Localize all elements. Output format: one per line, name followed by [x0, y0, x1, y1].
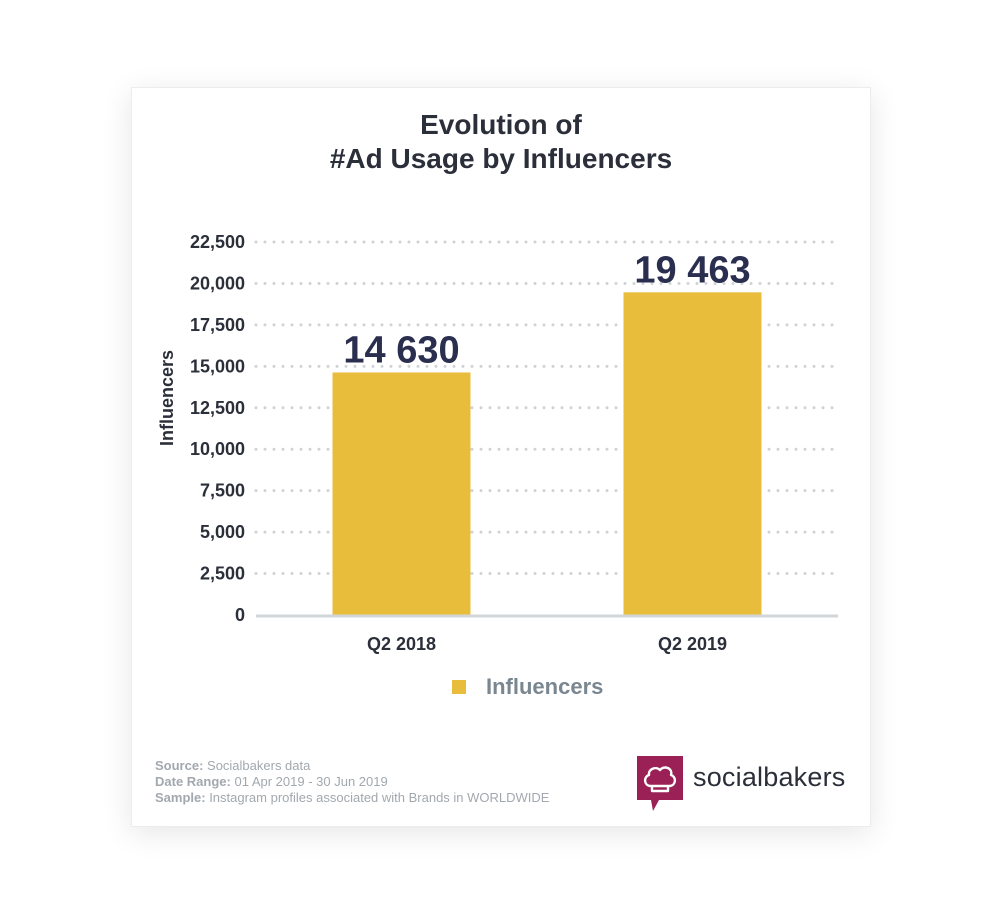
- brand-name: socialbakers: [693, 762, 846, 792]
- footer-source: Source: Socialbakers data: [155, 758, 311, 773]
- y-tick-label: 15,000: [190, 356, 245, 376]
- data-label: 14 630: [343, 329, 459, 371]
- bar-chart: 0 2,500 5,000 7,500 10,000 12,500 15,000 17,500…: [157, 232, 840, 654]
- chart-card: Evolution of #Ad Usage by Influencers 0 2…: [131, 87, 871, 827]
- x-tick-label: Q2 2018: [367, 634, 436, 654]
- bar: [332, 372, 471, 615]
- bar: [623, 292, 762, 615]
- y-tick-label: 22,500: [190, 232, 245, 252]
- y-tick-label: 7,500: [200, 481, 245, 501]
- legend-label: Influencers: [486, 674, 604, 699]
- y-tick-label: 12,500: [190, 398, 245, 418]
- chef-hat-speech-bubble-icon: [637, 756, 683, 811]
- x-tick-label: Q2 2019: [658, 634, 727, 654]
- y-tick-label: 20,000: [190, 273, 245, 293]
- chart-title: Evolution of #Ad Usage by Influencers: [132, 108, 870, 176]
- y-axis-title: Influencers: [157, 350, 177, 446]
- data-label: 19 463: [634, 249, 750, 291]
- y-tick-label: 2,500: [200, 564, 245, 584]
- chart-title-line-1: Evolution of: [420, 109, 582, 140]
- legend: Influencers: [452, 674, 603, 700]
- y-tick-label: 0: [235, 605, 245, 625]
- footer-date-range: Date Range: 01 Apr 2019 - 30 Jun 2019: [155, 774, 388, 789]
- y-tick-label: 17,500: [190, 315, 245, 335]
- legend-swatch: [452, 680, 466, 694]
- brand-logo: socialbakers: [637, 756, 845, 812]
- y-tick-label: 5,000: [200, 522, 245, 542]
- chart-footer: Source: Socialbakers data Date Range: 01…: [155, 758, 549, 806]
- footer-sample: Sample: Instagram profiles associated wi…: [155, 790, 550, 805]
- y-tick-label: 10,000: [190, 439, 245, 459]
- chart-title-line-2: #Ad Usage by Influencers: [329, 143, 673, 174]
